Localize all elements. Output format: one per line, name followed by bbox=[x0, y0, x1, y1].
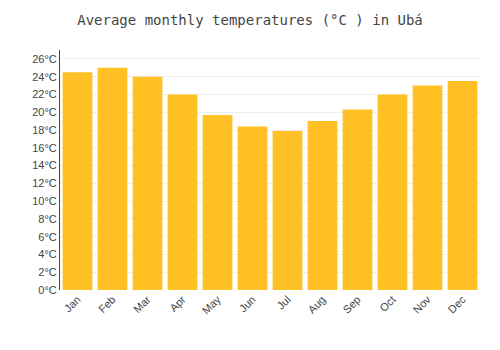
svg-text:22°C: 22°C bbox=[32, 88, 57, 100]
svg-text:Nov: Nov bbox=[410, 293, 433, 316]
svg-text:8°C: 8°C bbox=[38, 213, 57, 225]
svg-text:Sep: Sep bbox=[340, 293, 362, 315]
svg-text:Mar: Mar bbox=[131, 293, 153, 315]
svg-text:12°C: 12°C bbox=[32, 177, 57, 189]
svg-text:16°C: 16°C bbox=[32, 142, 57, 154]
svg-text:Jan: Jan bbox=[62, 293, 83, 314]
svg-text:26°C: 26°C bbox=[32, 53, 57, 65]
svg-text:6°C: 6°C bbox=[38, 231, 57, 243]
svg-text:Apr: Apr bbox=[167, 293, 188, 314]
svg-text:10°C: 10°C bbox=[32, 195, 57, 207]
svg-text:Oct: Oct bbox=[377, 293, 398, 314]
svg-text:Jun: Jun bbox=[237, 293, 258, 314]
svg-text:Dec: Dec bbox=[445, 293, 468, 316]
svg-text:2°C: 2°C bbox=[38, 266, 57, 278]
svg-text:4°C: 4°C bbox=[38, 248, 57, 260]
svg-text:0°C: 0°C bbox=[38, 284, 57, 296]
svg-text:20°C: 20°C bbox=[32, 106, 57, 118]
svg-text:14°C: 14°C bbox=[32, 159, 57, 171]
svg-text:Average monthly temperatures (: Average monthly temperatures (°C ) in Ub… bbox=[77, 12, 423, 28]
svg-text:Feb: Feb bbox=[96, 293, 118, 315]
svg-text:24°C: 24°C bbox=[32, 71, 57, 83]
svg-text:Jul: Jul bbox=[274, 293, 292, 311]
svg-text:Aug: Aug bbox=[305, 293, 327, 315]
svg-text:May: May bbox=[200, 293, 224, 317]
svg-text:18°C: 18°C bbox=[32, 124, 57, 136]
